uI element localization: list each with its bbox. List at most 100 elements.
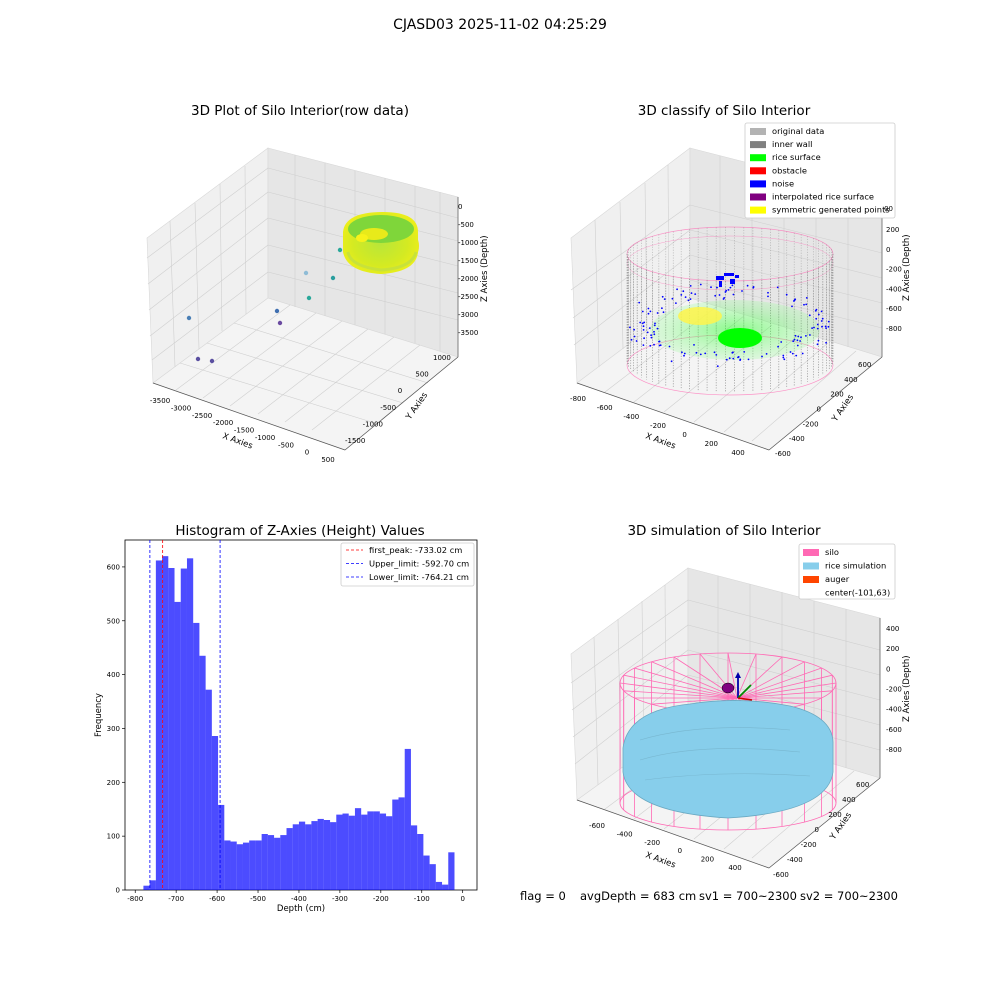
histogram-bar: [236, 844, 243, 890]
raw-z-tick-label: -500: [458, 221, 474, 229]
sim-y-tick-label: -600: [773, 871, 789, 879]
sim-z-tick-label: -200: [886, 686, 902, 694]
histogram-y-axis-label: Frequency: [94, 693, 104, 737]
histogram-bar: [323, 820, 331, 890]
histogram-bar: [404, 748, 411, 890]
classify-x-tick-label: -200: [650, 422, 666, 430]
sim-z-tick-label: 400: [886, 625, 899, 633]
sim-x-tick-label: 0: [678, 847, 682, 855]
raw-point-cloud: [343, 212, 419, 274]
raw-scatter-points: [186, 247, 343, 364]
histogram-x-tick-label: -100: [414, 895, 430, 903]
sim-x-tick-label: 400: [728, 864, 741, 872]
raw-x-tick-label: 500: [321, 456, 334, 464]
classify-legend-item-label: inner wall: [772, 139, 812, 149]
histogram-x-tick-label: -400: [291, 895, 307, 903]
raw-x-tick-label: 0: [305, 449, 309, 457]
histogram-title: Histogram of Z-Axies (Height) Values: [175, 523, 425, 539]
histogram-bar: [298, 821, 306, 890]
simulation-rice-surface: [622, 700, 834, 819]
simulation-legend-item-label: auger: [825, 574, 850, 584]
classify-x-tick-label: 0: [682, 431, 686, 439]
sim-x-tick-label: -600: [589, 822, 605, 830]
raw-y-tick-label: 1000: [433, 354, 451, 362]
classify-x-tick-label: 200: [705, 440, 718, 448]
histogram-legend-label: Lower_limit: -764.21 cm: [369, 572, 469, 582]
classify-rice-surface: [650, 300, 820, 360]
histogram-chart: -800 -700 -600 -500 -400 -300 -200 -100 0 0 100 20…: [94, 539, 478, 914]
histogram-bar: [429, 864, 436, 890]
histogram-bar: [186, 558, 194, 890]
raw-y-tick-label: 0: [398, 387, 402, 395]
histogram-bar: [230, 841, 237, 890]
histogram-x-tick-label: -200: [373, 895, 389, 903]
raw-y-tick-label: -500: [380, 404, 396, 412]
classify-legend-item-swatch: [750, 193, 766, 201]
classify-y-tick-label: 400: [844, 376, 857, 384]
sim-x-tick-label: 200: [701, 856, 714, 864]
histogram-bar: [261, 834, 268, 890]
histogram-bar: [242, 842, 250, 890]
classify-z-tick-label: -800: [886, 325, 902, 333]
classify-legend-item-swatch: [750, 141, 766, 149]
raw-y-tick-label: -1500: [345, 437, 365, 445]
sv1-text: sv1 = 700~2300: [699, 889, 797, 903]
simulation-x-axis-label: X Axies: [644, 850, 677, 870]
histogram-bar: [149, 880, 156, 890]
sim-z-tick-label: 0: [886, 665, 890, 673]
histogram-bar: [249, 840, 256, 890]
classify-x-axis-label: X Axies: [644, 431, 677, 451]
raw-z-tick-label: -1500: [458, 257, 478, 265]
sim-y-tick-label: -400: [787, 856, 803, 864]
raw-y-tick-label: -1000: [363, 420, 383, 428]
classify-z-tick-label: 0: [886, 246, 890, 254]
classify-legend-item-label: obstacle: [772, 165, 807, 175]
histogram-bar: [423, 855, 430, 890]
histogram-bar: [205, 689, 212, 890]
histogram-x-tick-label: -800: [127, 895, 143, 903]
classify-y-tick-label: -400: [789, 435, 805, 443]
classify-legend-item-swatch: [750, 154, 766, 162]
histogram-bar: [317, 818, 324, 890]
classify-legend: 00 original data inner wall rice surface ob…: [744, 122, 896, 219]
classify-y-tick-label: 200: [830, 391, 843, 399]
histogram-bar: [162, 556, 169, 890]
histogram-bar: [155, 560, 163, 890]
sim-z-tick-label: -400: [886, 706, 902, 714]
raw-x-tick-label: -2000: [213, 419, 233, 427]
simulation-legend: silo rice simulation auger center(-101,63): [798, 543, 896, 600]
histogram-bar: [379, 813, 387, 890]
classify-legend-item-swatch: [750, 128, 766, 135]
histogram-x-tick-label: 0: [460, 895, 464, 903]
classify-plot-title: 3D classify of Silo Interior: [637, 103, 811, 119]
raw-x-tick-label: -500: [278, 441, 294, 449]
classify-z-tick-partial: 00: [884, 205, 893, 213]
simulation-auger-marker: [721, 672, 753, 701]
histogram-x-tick-label: -500: [250, 895, 266, 903]
simulation-legend-item-swatch: [803, 562, 819, 570]
classify-x-tick-label: -800: [570, 395, 586, 403]
classify-legend-item-label: noise: [772, 178, 794, 188]
classify-legend-item-label: rice surface: [772, 152, 821, 162]
classify-y-tick-label: 600: [858, 361, 871, 369]
classify-x-tick-label: -600: [597, 404, 613, 412]
simulation-z-axis-label: Z Axies (Depth): [902, 655, 912, 722]
classify-z-axis-label: Z Axies (Depth): [902, 234, 912, 301]
histogram-bar: [354, 808, 362, 890]
classify-legend-item-swatch: [750, 206, 766, 214]
histogram-bars: [143, 556, 455, 890]
histogram-bar: [143, 885, 150, 890]
histogram-bar: [410, 825, 418, 890]
simulation-legend-item-swatch: [803, 576, 819, 583]
raw-plot-title: 3D Plot of Silo Interior(row data): [191, 103, 409, 119]
histogram-bar: [255, 840, 262, 890]
histogram-bar: [218, 804, 225, 890]
histogram-bar: [330, 822, 337, 890]
simulation-legend-item-label: silo: [825, 547, 839, 557]
sv2-text: sv2 = 700~2300: [800, 889, 898, 903]
simulation-plot-title: 3D simulation of Silo Interior: [627, 523, 821, 539]
raw-x-tick-label: -2500: [192, 412, 212, 420]
